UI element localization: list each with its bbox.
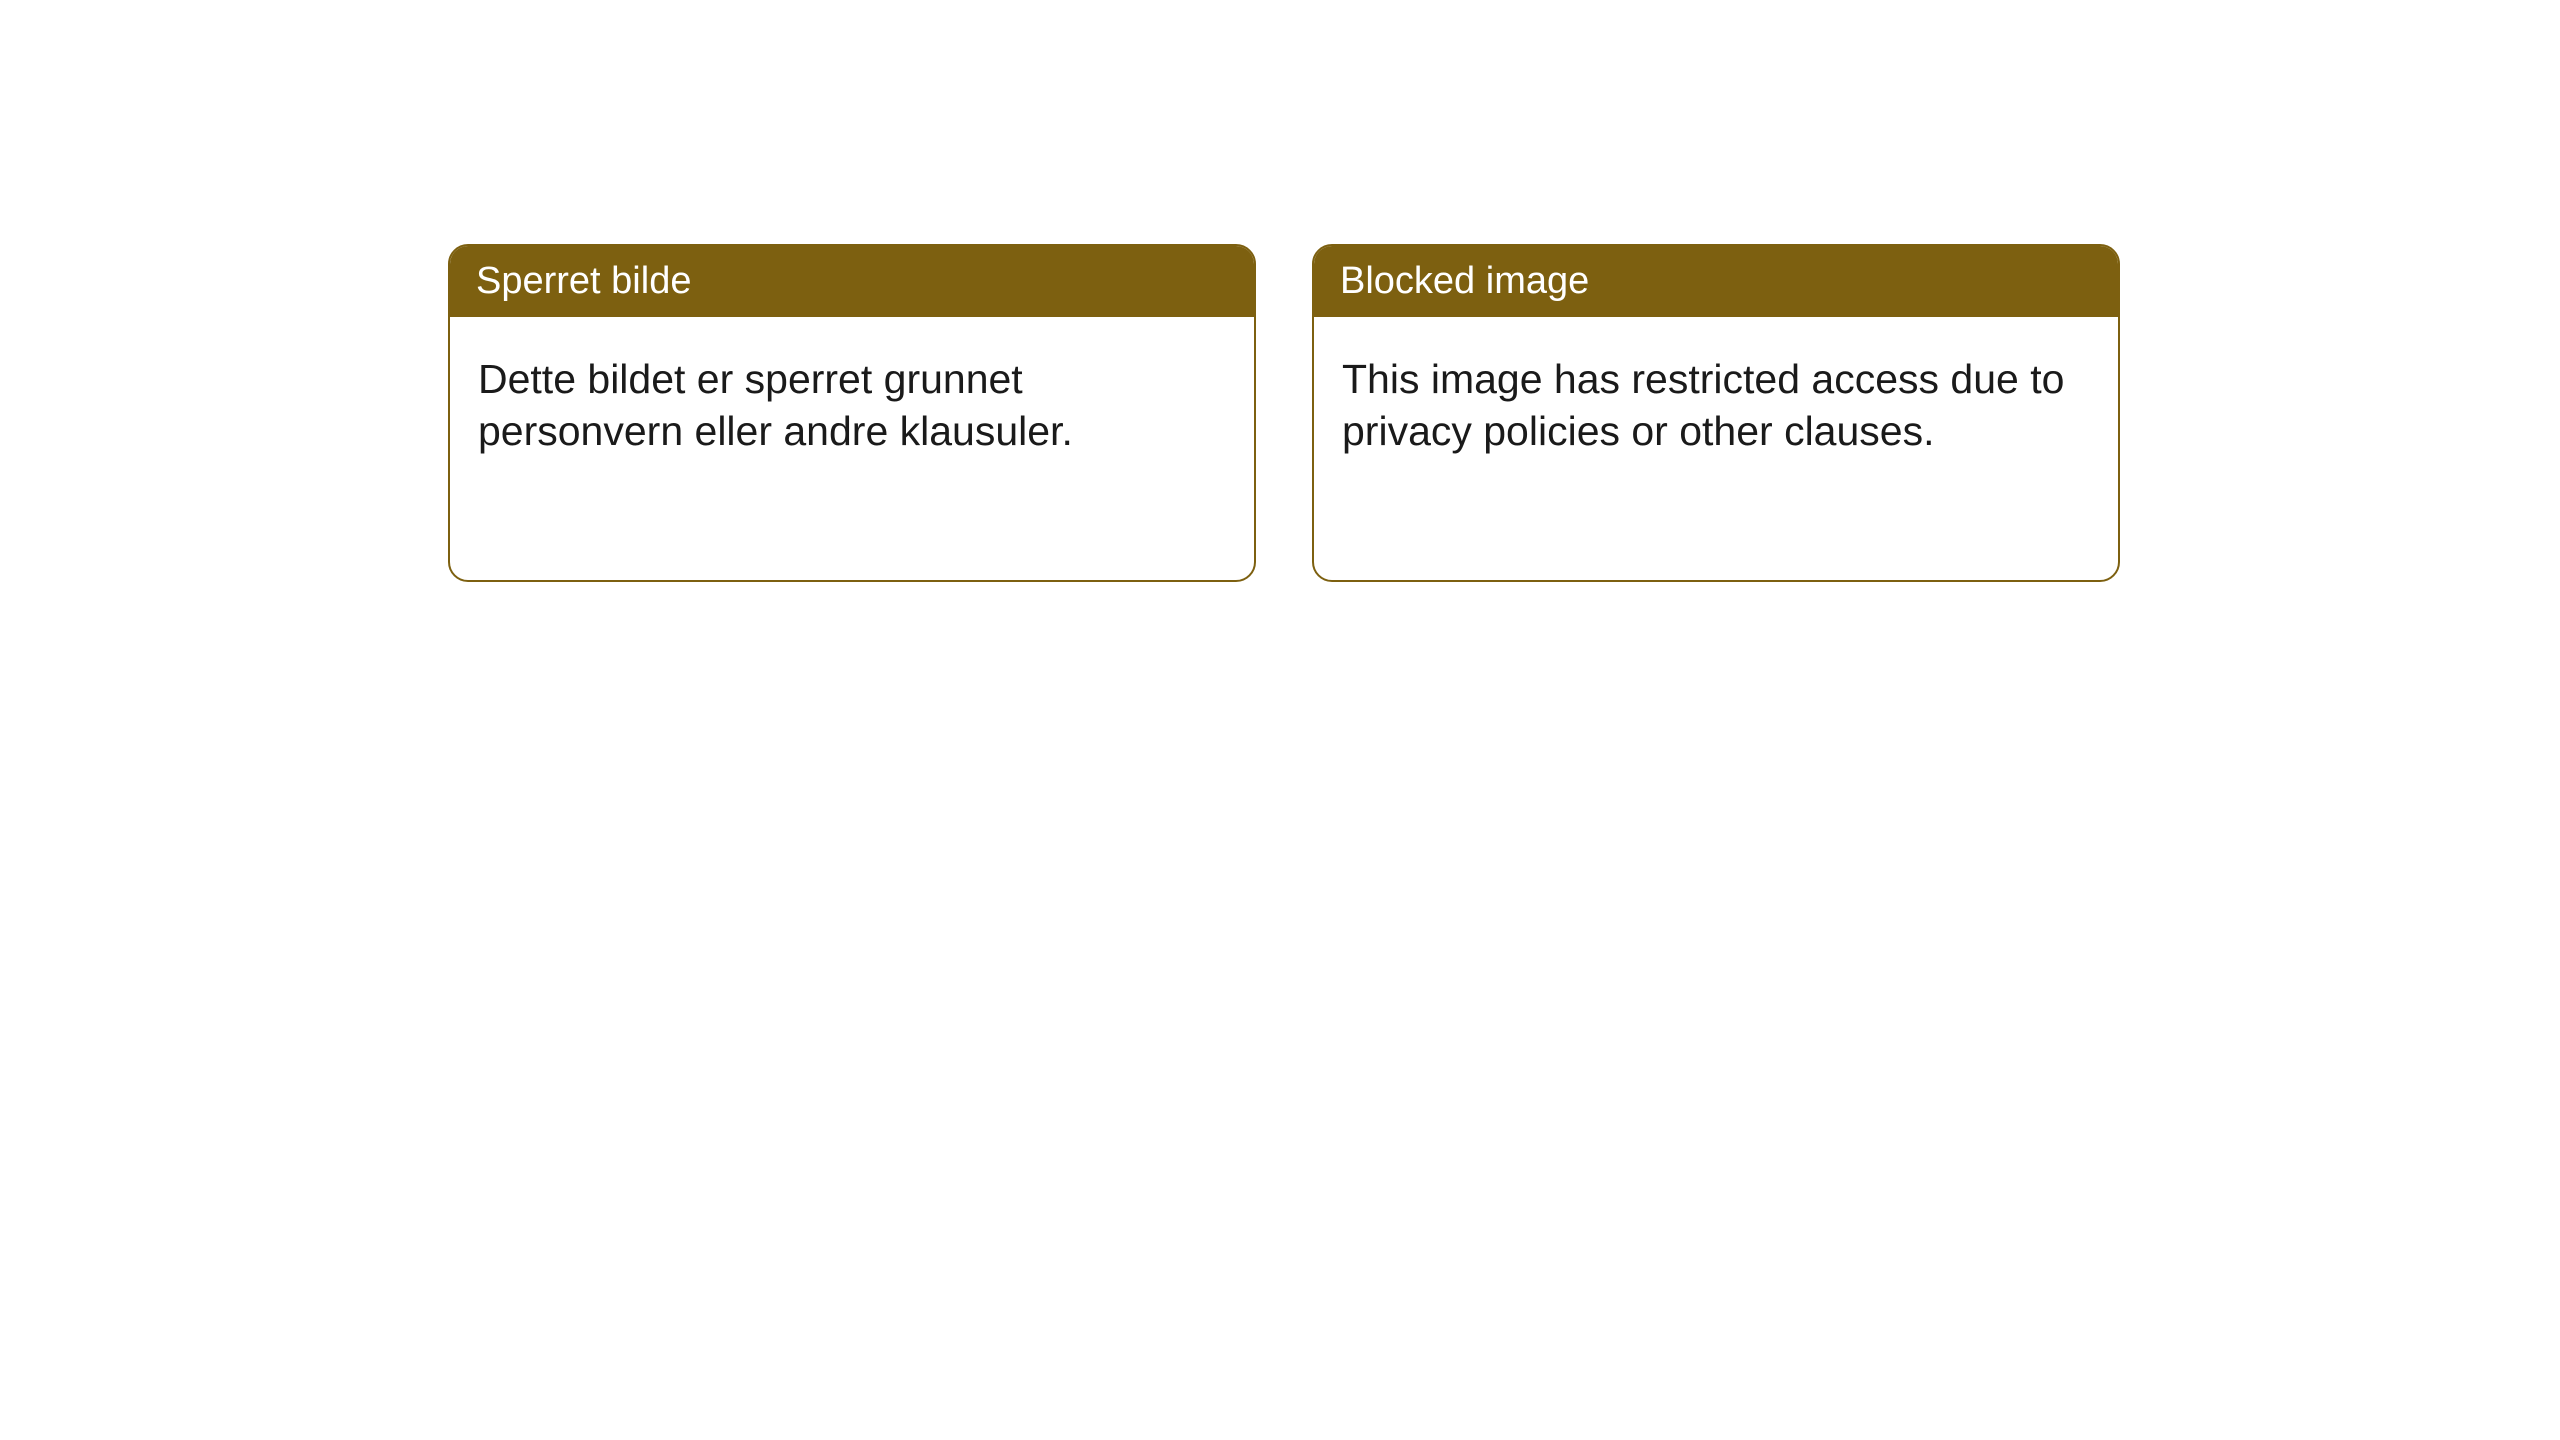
notice-body: Dette bildet er sperret grunnet personve… [450, 317, 1254, 494]
notice-card-norwegian: Sperret bilde Dette bildet er sperret gr… [448, 244, 1256, 582]
notice-text: This image has restricted access due to … [1342, 356, 2064, 454]
notice-body: This image has restricted access due to … [1314, 317, 2118, 494]
notice-card-english: Blocked image This image has restricted … [1312, 244, 2120, 582]
notice-header: Sperret bilde [450, 246, 1254, 317]
notice-header: Blocked image [1314, 246, 2118, 317]
notice-title: Blocked image [1340, 260, 1589, 302]
notice-title: Sperret bilde [476, 260, 691, 302]
notice-container: Sperret bilde Dette bildet er sperret gr… [0, 0, 2560, 582]
notice-text: Dette bildet er sperret grunnet personve… [478, 356, 1073, 454]
